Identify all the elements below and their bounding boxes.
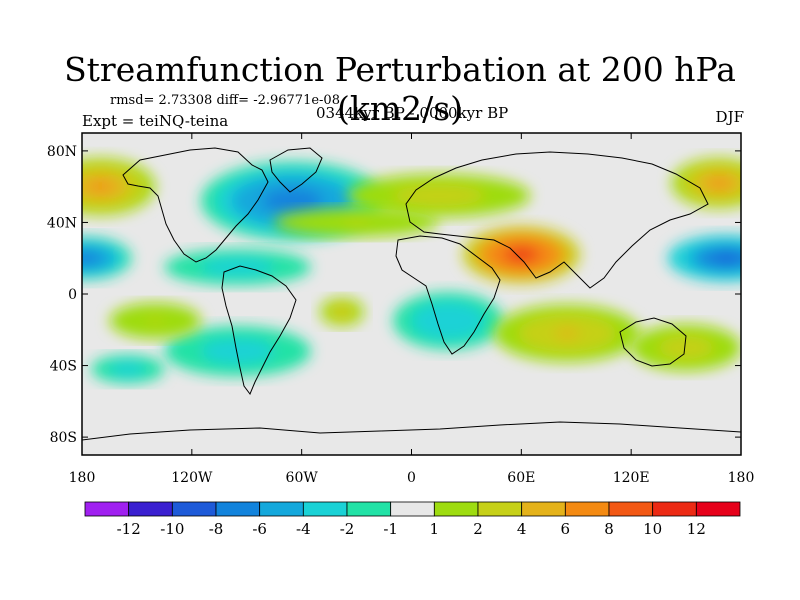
colorbar-swatch [652, 501, 697, 517]
colorbar-label: -10 [160, 520, 184, 538]
colorbar-label: 1 [430, 520, 440, 538]
colorbar-label: 10 [643, 520, 662, 538]
latitude-ticks: 80N 40N 0 40S 80S [47, 144, 741, 446]
colorbar-label: 12 [687, 520, 706, 538]
colorbar-label: -4 [296, 520, 311, 538]
anomaly-north-pacific-high-east [671, 158, 741, 209]
greenland-coast [269, 147, 323, 193]
colorbar-label: -1 [383, 520, 398, 538]
lon-tick-label: 120E [613, 470, 650, 486]
anomaly-south-america-low [164, 326, 311, 377]
colorbar-label: -2 [340, 520, 355, 538]
anomaly-east-pacific-low-east [667, 234, 741, 282]
colorbar-swatch [215, 501, 261, 517]
australia-coast [619, 317, 687, 367]
anomaly-arabia-high [462, 226, 580, 284]
colorbar-swatch [171, 501, 217, 517]
lat-tick-label: 80S [50, 430, 77, 446]
anomaly-africa-south-low [393, 292, 504, 350]
season-label: DJF [715, 108, 744, 126]
colorbar-swatch [564, 501, 610, 517]
colorbar-swatch [128, 501, 173, 517]
lon-tick-label: 180 [728, 470, 755, 486]
colorbar-swatch [84, 501, 130, 517]
colorbar-swatch [608, 501, 654, 517]
colorbar-swatch [695, 501, 741, 517]
colorbar-label: -12 [117, 520, 141, 538]
longitude-ticks: 180 120W 60W 0 60E 120E 180 [69, 133, 755, 486]
colorbar-swatch [433, 501, 479, 517]
antarctica-coast [82, 421, 741, 441]
lat-tick-label: 0 [68, 287, 77, 303]
africa-coast [395, 235, 501, 355]
colorbar-label: 6 [561, 520, 571, 538]
anomaly-south-pacific-low [91, 354, 165, 384]
colorbar-label: 2 [473, 520, 483, 538]
plot-title: Streamfunction Perturbation at 200 hPa (… [64, 50, 736, 128]
lon-tick-label: 120W [171, 470, 213, 486]
colorbar-label: -6 [252, 520, 267, 538]
lat-tick-label: 40N [47, 215, 77, 231]
anomaly-field [82, 158, 741, 384]
anomaly-south-atlantic-high [319, 297, 364, 327]
period-label: 0344kyr BP - 0000kyr BP [316, 104, 509, 122]
lon-tick-label: 0 [407, 470, 416, 486]
lon-tick-label: 60E [507, 470, 535, 486]
lat-tick-label: 80N [47, 144, 77, 160]
colorbar-swatch [477, 501, 523, 517]
colorbar-swatch [302, 501, 348, 517]
anomaly-southwest-pacific-high [631, 324, 741, 371]
anomaly-europe-band-high [274, 208, 439, 237]
eurasia-coast [405, 151, 709, 289]
colorbar-swatch [346, 501, 392, 517]
lon-tick-label: 180 [69, 470, 96, 486]
anomaly-southeast-pacific-high [109, 302, 201, 339]
anomaly-indian-ocean-high [493, 304, 641, 362]
south-america-coast [221, 265, 297, 395]
colorbar-swatch [259, 501, 304, 517]
anomaly-north-pacific-high-west [82, 158, 156, 216]
lon-tick-label: 60W [286, 470, 319, 486]
north-america-coast [122, 147, 269, 263]
colorbar-label: -8 [209, 520, 224, 538]
coastlines [82, 147, 741, 441]
colorbar-swatch [390, 501, 435, 517]
colorbar-swatch [521, 501, 566, 517]
anomaly-east-pacific-low-west [82, 236, 132, 280]
stats-label: rmsd= 2.73308 diff= -2.96771e-08 [110, 93, 340, 108]
colorbar-label: 4 [517, 520, 527, 538]
lat-tick-label: 40S [50, 359, 77, 375]
experiment-label: Expt = teiNQ-teina [82, 112, 229, 130]
colorbar-label: 8 [604, 520, 614, 538]
colorbar: -12 -10 -8 -6 -4 -2 -1 1 2 4 6 8 10 12 [84, 501, 741, 538]
